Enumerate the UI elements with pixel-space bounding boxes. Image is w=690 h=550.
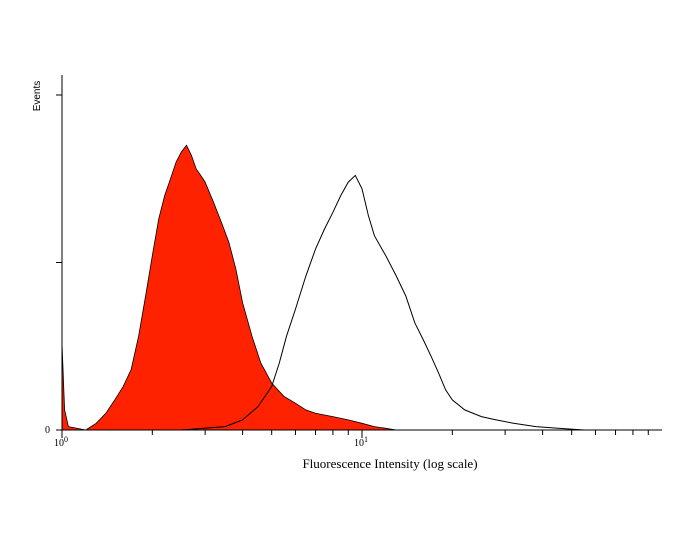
y-axis-label: Events bbox=[32, 81, 43, 112]
series-layer bbox=[61, 144, 585, 431]
x-tick-label: 101 bbox=[354, 435, 368, 449]
series-1-outline bbox=[114, 174, 585, 431]
series-0-filled bbox=[61, 144, 397, 431]
x-tick-label: 100 bbox=[54, 435, 68, 449]
x-ticks: 100 101 bbox=[54, 430, 649, 449]
y-tick-label: 0 bbox=[45, 425, 50, 436]
x-axis-label: Fluorescence Intensity (log scale) bbox=[302, 456, 477, 471]
y-ticks: 0 bbox=[45, 94, 62, 436]
